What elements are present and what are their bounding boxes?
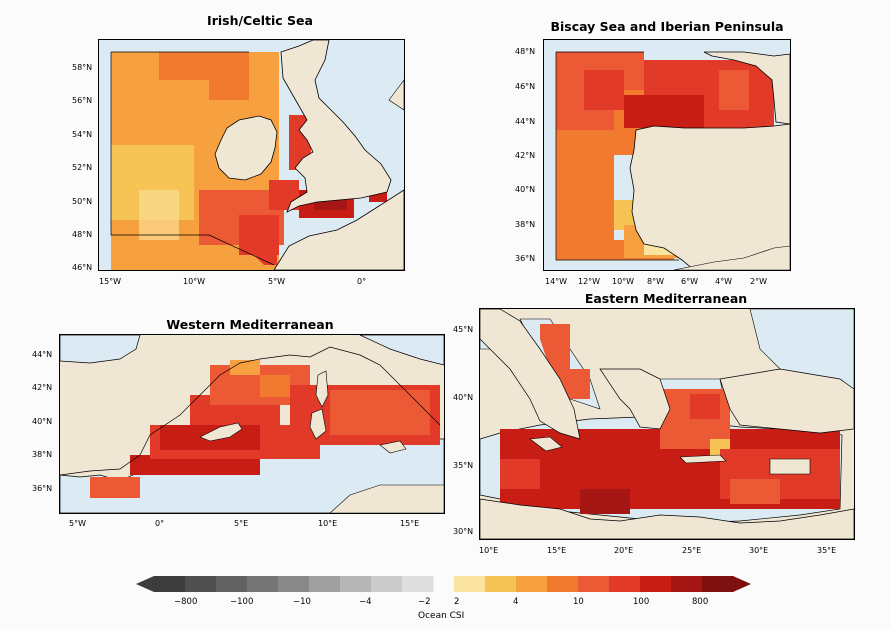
lon-tick: 4°W [715, 277, 732, 286]
lat-tick: 58°N [72, 63, 93, 72]
lat-tick: 38°N [515, 220, 536, 229]
lon-tick: 8°W [647, 277, 664, 286]
colorbar-swatch [671, 576, 703, 592]
colorbar-arrow-right [733, 576, 751, 592]
colorbar-swatch [702, 576, 734, 592]
lat-tick: 36°N [515, 254, 536, 263]
lon-tick: 15°W [99, 277, 122, 286]
lon-tick: 0° [357, 277, 367, 286]
colorbar-swatch [516, 576, 548, 592]
lat-tick: 50°N [72, 197, 93, 206]
lat-tick: 46°N [72, 263, 93, 272]
lat-tick: 44°N [32, 350, 53, 359]
lon-tick: 5°E [234, 519, 249, 528]
lon-tick: 10°E [318, 519, 338, 528]
panel-title: Eastern Mediterranean [584, 291, 748, 306]
colorbar-tick: 4 [513, 597, 519, 607]
lat-tick: 54°N [72, 130, 93, 139]
lon-tick: 14°W [545, 277, 568, 286]
lat-tick: 40°N [32, 417, 53, 426]
colorbar-swatch [609, 576, 641, 592]
lat-tick: 42°N [515, 151, 536, 160]
lon-tick: 12°W [578, 277, 601, 286]
lon-tick: 15°E [400, 519, 420, 528]
map-biscay-iberia [543, 39, 791, 271]
colorbar-swatch [402, 576, 434, 592]
lat-tick: 38°N [32, 450, 53, 459]
colorbar-tick: −100 [230, 597, 254, 607]
lon-tick: 20°E [614, 546, 634, 555]
lat-tick: 44°N [515, 117, 536, 126]
lon-tick: 35°E [817, 546, 837, 555]
panel-title: Irish/Celtic Sea [207, 13, 313, 28]
colorbar-swatch [154, 576, 186, 592]
lat-tick: 42°N [32, 383, 53, 392]
colorbar-tick: −4 [359, 597, 372, 607]
colorbar-tick: 2 [454, 597, 460, 607]
colorbar-swatch [640, 576, 672, 592]
panel-title: Western Mediterranean [166, 317, 334, 332]
colorbar-tick: −10 [293, 597, 311, 607]
colorbar-swatch [454, 576, 486, 592]
lon-tick: 10°E [479, 546, 499, 555]
lon-tick: 15°E [547, 546, 567, 555]
lat-tick: 36°N [32, 484, 53, 493]
lon-tick: 0° [155, 519, 165, 528]
colorbar-swatch [371, 576, 403, 592]
lon-tick: 5°W [69, 519, 86, 528]
lat-tick: 52°N [72, 163, 93, 172]
lon-tick: 2°W [750, 277, 767, 286]
lon-tick: 6°W [681, 277, 698, 286]
lat-tick: 56°N [72, 96, 93, 105]
colorbar-swatch [278, 576, 310, 592]
lat-tick: 40°N [515, 185, 536, 194]
lon-tick: 30°E [749, 546, 769, 555]
lon-tick: 10°W [183, 277, 206, 286]
lat-tick: 35°N [453, 461, 474, 470]
colorbar-swatch [547, 576, 579, 592]
colorbar-swatches [136, 576, 751, 592]
colorbar-tick: 800 [692, 597, 709, 607]
colorbar-tick: 10 [573, 597, 584, 607]
lat-tick: 40°N [453, 393, 474, 402]
colorbar-tick: 100 [633, 597, 650, 607]
colorbar-arrow-left [136, 576, 154, 592]
lon-tick: 5°W [268, 277, 285, 286]
colorbar-swatch [247, 576, 279, 592]
lat-tick: 46°N [515, 82, 536, 91]
colorbar-tick: −800 [174, 597, 198, 607]
colorbar-swatch [185, 576, 217, 592]
lon-tick: 10°W [612, 277, 635, 286]
colorbar-label: Ocean CSI [418, 611, 465, 621]
colorbar-swatch [340, 576, 372, 592]
map-western-mediterranean [59, 334, 445, 514]
colorbar-tick: −2 [418, 597, 431, 607]
lon-tick: 25°E [682, 546, 702, 555]
colorbar-swatch [485, 576, 517, 592]
colorbar-swatch [578, 576, 610, 592]
lat-tick: 48°N [515, 47, 536, 56]
map-eastern-mediterranean [479, 308, 855, 540]
map-irish-celtic-sea [98, 39, 405, 271]
colorbar-swatch [216, 576, 248, 592]
lat-tick: 45°N [453, 325, 474, 334]
colorbar-swatch [309, 576, 341, 592]
panel-title: Biscay Sea and Iberian Peninsula [550, 19, 784, 34]
lat-tick: 48°N [72, 230, 93, 239]
lat-tick: 30°N [453, 527, 474, 536]
